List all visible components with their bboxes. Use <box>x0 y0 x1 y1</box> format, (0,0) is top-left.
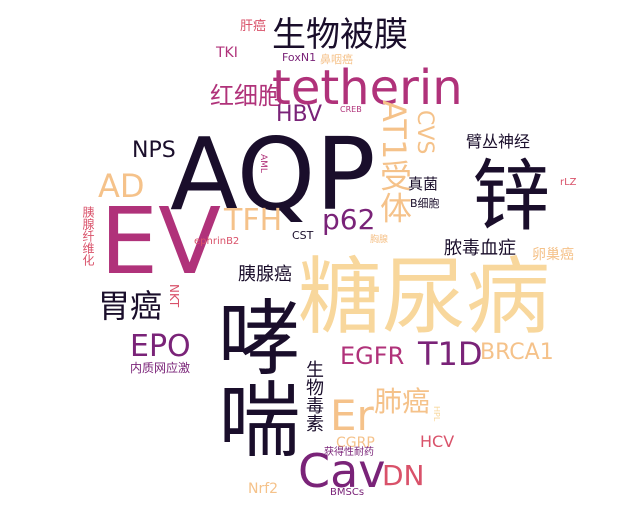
word-dn: DN <box>382 459 425 492</box>
word-zinc: 锌 <box>472 152 551 242</box>
word-bmscs: BMSCs <box>330 487 365 498</box>
word-foxn1: FoxN1 <box>282 51 317 64</box>
word-cvs: CVS <box>412 110 437 155</box>
word-tfh: TFH <box>224 203 283 238</box>
word-b-cell: B细胞 <box>410 197 440 210</box>
word-red-blood-cell: 红细胞 <box>210 82 282 110</box>
word-hcv: HCV <box>420 432 455 451</box>
word-nkt: NKT <box>167 284 181 308</box>
word-p62: p62 <box>322 203 376 236</box>
word-biotoxin: 生物毒素 <box>303 360 324 432</box>
word-egfr: EGFR <box>340 342 405 370</box>
word-brachial-plexus: 臂丛神经 <box>466 132 531 151</box>
word-cav: Cav <box>298 444 386 498</box>
word-creb: CREB <box>340 105 362 114</box>
word-ephrinb2: ephrinB2 <box>194 236 240 247</box>
word-hpl: HPL <box>432 406 441 422</box>
word-acquired-resistance: 获得性耐药 <box>324 447 374 458</box>
word-liver-cancer: 肝癌 <box>240 19 267 34</box>
word-fungus: 真菌 <box>408 175 439 193</box>
word-brca1: BRCA1 <box>480 340 554 365</box>
word-cst: CST <box>292 229 314 242</box>
word-nps: NPS <box>132 138 176 163</box>
word-thymus: 胸腺 <box>370 235 389 245</box>
word-nasopharyngeal-cancer: 鼻咽癌 <box>320 53 353 66</box>
word-aml: AML <box>258 154 268 173</box>
word-asthma: 哮喘 <box>204 295 299 459</box>
word-gastric-cancer: 胃癌 <box>98 287 163 325</box>
word-t1d: T1D <box>418 335 483 373</box>
word-pancreatic-fibrosis: 胰腺纤维化 <box>81 206 95 266</box>
word-at1-receptor: AT1受体 <box>375 100 413 224</box>
word-tetherin: tetherin <box>272 60 463 116</box>
word-er-stress: 内质网应激 <box>130 361 191 375</box>
word-pancreatic-cancer: 胰腺癌 <box>238 264 292 285</box>
word-diabetes: 糖尿病 <box>298 248 551 346</box>
word-epo: EPO <box>130 329 191 364</box>
word-sepsis: 脓毒血症 <box>444 238 516 259</box>
word-tki: TKI <box>216 45 238 61</box>
word-cgrp: CGRP <box>336 435 375 451</box>
word-nrf2: Nrf2 <box>248 481 279 497</box>
word-ev: EV <box>100 188 222 295</box>
word-rlz: rLZ <box>560 177 577 188</box>
word-biofilm: 生物被膜 <box>272 15 408 55</box>
word-aqp: AQP <box>170 116 376 233</box>
word-ad: AD <box>98 167 145 205</box>
word-hbv: HBV <box>276 102 323 127</box>
word-ovarian-cancer: 卵巢癌 <box>532 247 574 263</box>
word-er: Er <box>330 391 374 440</box>
word-lung-cancer: 肺癌 <box>374 385 431 418</box>
